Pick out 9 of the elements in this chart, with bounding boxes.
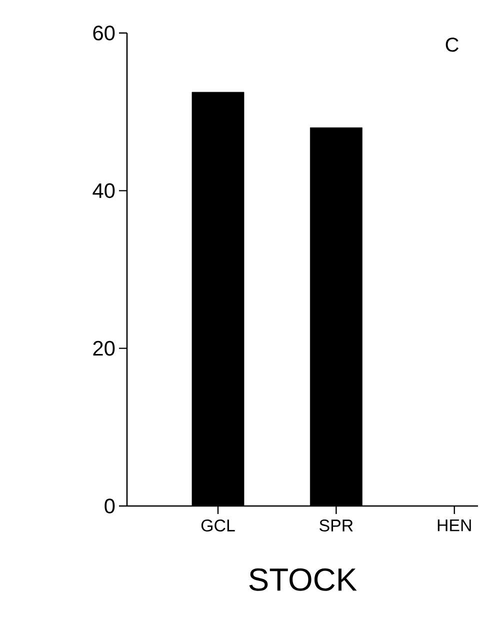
- y-tick-label: 60: [93, 26, 115, 40]
- y-tick-label: 20: [93, 340, 115, 356]
- chart-title: C: [446, 38, 458, 52]
- y-tick-label: 40: [92, 183, 115, 198]
- x-tick-label: GCL: [201, 520, 235, 532]
- x-axis-title: STOCK: [249, 568, 357, 591]
- x-tick-label: SPR: [320, 520, 353, 532]
- y-tick-label: 0: [104, 498, 115, 514]
- x-tick-label: HEN: [438, 520, 471, 532]
